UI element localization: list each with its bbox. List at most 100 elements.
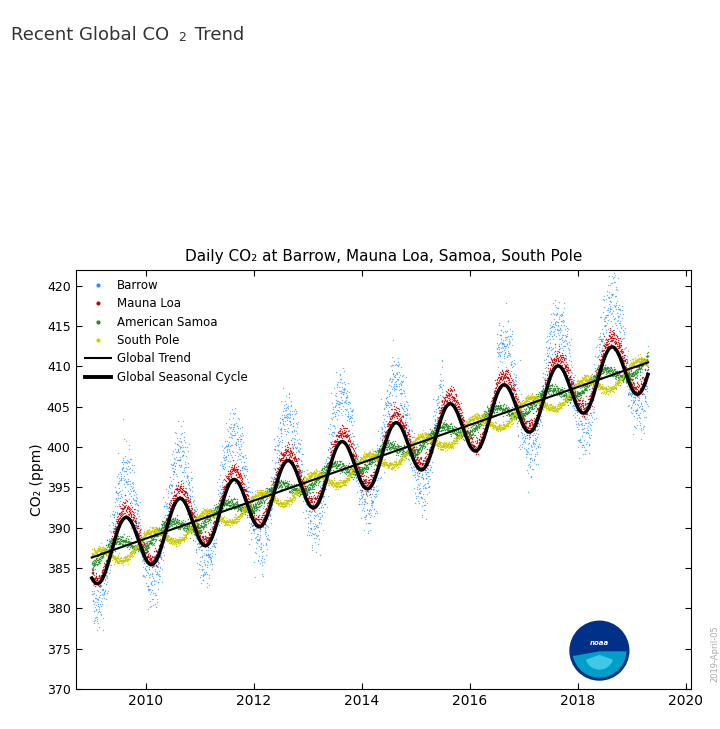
- Point: [628, 370, 639, 381]
- Point: [592, 371, 603, 383]
- Point: [331, 413, 343, 424]
- Point: [539, 389, 550, 401]
- Point: [372, 462, 383, 474]
- Point: [180, 475, 192, 487]
- Point: [453, 401, 464, 413]
- Point: [463, 435, 474, 447]
- Point: [462, 413, 474, 425]
- Point: [319, 477, 330, 488]
- Point: [607, 381, 618, 392]
- Point: [101, 572, 112, 583]
- Point: [125, 510, 137, 522]
- Point: [107, 525, 119, 537]
- Point: [259, 515, 271, 527]
- Point: [567, 375, 579, 386]
- Point: [147, 538, 158, 550]
- Point: [230, 461, 242, 472]
- Point: [401, 445, 413, 457]
- Point: [138, 531, 150, 543]
- Point: [279, 500, 290, 512]
- Point: [394, 442, 405, 453]
- Point: [302, 496, 314, 507]
- Point: [539, 401, 550, 413]
- Point: [155, 518, 166, 530]
- Point: [363, 477, 374, 488]
- Point: [523, 406, 535, 418]
- Point: [418, 460, 430, 472]
- Point: [201, 506, 212, 518]
- Point: [185, 523, 197, 535]
- Point: [556, 332, 567, 343]
- Point: [544, 368, 555, 380]
- Point: [538, 399, 549, 411]
- Point: [127, 545, 138, 556]
- Point: [286, 484, 297, 496]
- Point: [372, 456, 384, 467]
- Point: [194, 509, 205, 521]
- Point: [431, 434, 442, 446]
- Point: [222, 473, 234, 485]
- Point: [279, 480, 291, 492]
- Point: [248, 505, 259, 517]
- Point: [210, 542, 221, 553]
- Point: [364, 458, 376, 469]
- Point: [583, 374, 595, 386]
- Point: [310, 502, 321, 514]
- Point: [622, 363, 634, 375]
- Point: [173, 454, 184, 466]
- Point: [498, 421, 510, 432]
- Point: [207, 517, 219, 529]
- Point: [465, 431, 477, 443]
- Point: [430, 407, 441, 418]
- Point: [300, 472, 312, 483]
- Point: [462, 432, 474, 443]
- Point: [292, 483, 303, 495]
- Point: [379, 402, 390, 413]
- Point: [538, 391, 549, 402]
- Point: [293, 486, 305, 498]
- Point: [527, 390, 539, 402]
- Point: [88, 615, 99, 627]
- Point: [179, 521, 190, 533]
- Point: [426, 437, 438, 449]
- Point: [202, 534, 214, 545]
- Point: [428, 418, 440, 430]
- Point: [188, 525, 199, 537]
- Point: [423, 470, 435, 482]
- Point: [233, 515, 245, 527]
- Point: [122, 502, 133, 514]
- Point: [396, 443, 408, 455]
- Point: [508, 412, 519, 424]
- Point: [541, 399, 553, 411]
- Point: [282, 437, 294, 449]
- Point: [354, 466, 366, 477]
- Point: [438, 401, 449, 413]
- Point: [388, 443, 400, 455]
- Point: [340, 479, 351, 491]
- Point: [568, 374, 580, 386]
- Point: [498, 422, 510, 434]
- Point: [429, 434, 441, 445]
- Point: [285, 446, 297, 458]
- Point: [354, 467, 366, 478]
- Point: [400, 413, 412, 424]
- Point: [401, 429, 413, 440]
- Point: [200, 504, 212, 516]
- Point: [130, 539, 141, 551]
- Point: [537, 394, 549, 405]
- Point: [238, 484, 250, 496]
- Point: [616, 372, 627, 383]
- Point: [231, 454, 243, 466]
- Point: [377, 457, 389, 469]
- Point: [570, 395, 582, 407]
- Point: [521, 429, 533, 441]
- Point: [220, 499, 231, 510]
- Point: [638, 376, 649, 388]
- Point: [162, 511, 174, 523]
- Point: [259, 483, 271, 495]
- Point: [562, 386, 574, 397]
- Point: [588, 375, 599, 386]
- Point: [266, 482, 277, 494]
- Point: [534, 402, 545, 414]
- Point: [309, 492, 320, 504]
